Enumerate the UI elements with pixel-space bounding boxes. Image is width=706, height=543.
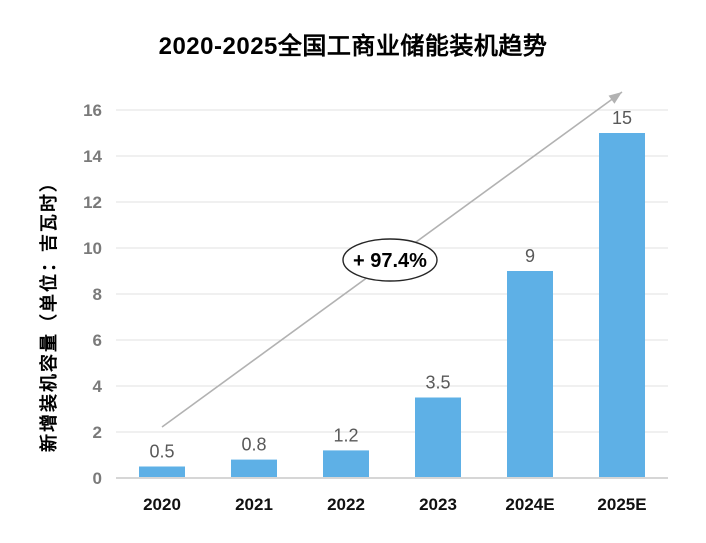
y-tick-label-8: 8 bbox=[93, 285, 102, 304]
bar-2023 bbox=[415, 397, 461, 478]
bar-2022 bbox=[323, 450, 369, 478]
bar-2024E bbox=[507, 271, 553, 478]
bar-value-label-2023: 3.5 bbox=[425, 373, 450, 393]
trend-arrow-head-icon bbox=[608, 92, 622, 104]
x-tick-label-2025E: 2025E bbox=[597, 495, 646, 514]
chart-title: 2020-2025全国工商业储能装机趋势 bbox=[158, 33, 548, 60]
x-tick-label-2023: 2023 bbox=[419, 495, 457, 514]
y-tick-label-6: 6 bbox=[93, 331, 102, 350]
y-tick-label-16: 16 bbox=[83, 101, 102, 120]
x-tick-label-2021: 2021 bbox=[235, 495, 273, 514]
y-tick-label-12: 12 bbox=[83, 193, 102, 212]
bar-value-label-2024E: 9 bbox=[525, 246, 535, 266]
x-tick-label-2022: 2022 bbox=[327, 495, 365, 514]
y-tick-label-14: 14 bbox=[83, 147, 102, 166]
y-tick-label-0: 0 bbox=[93, 469, 102, 488]
growth-annotation-ellipse bbox=[342, 238, 438, 282]
y-tick-label-2: 2 bbox=[93, 423, 102, 442]
y-tick-label-10: 10 bbox=[83, 239, 102, 258]
y-tick-label-4: 4 bbox=[93, 377, 103, 396]
x-tick-label-2020: 2020 bbox=[143, 495, 181, 514]
bar-2025E bbox=[599, 133, 645, 478]
x-tick-label-2024E: 2024E bbox=[505, 495, 554, 514]
growth-annotation-text: + 97.4% bbox=[353, 250, 427, 272]
bar-2020 bbox=[139, 466, 185, 478]
bar-value-label-2020: 0.5 bbox=[149, 442, 174, 462]
bar-2021 bbox=[231, 459, 277, 478]
bar-value-label-2025E: 15 bbox=[612, 108, 632, 128]
bar-value-label-2021: 0.8 bbox=[241, 435, 266, 455]
bar-value-label-2022: 1.2 bbox=[333, 425, 358, 445]
